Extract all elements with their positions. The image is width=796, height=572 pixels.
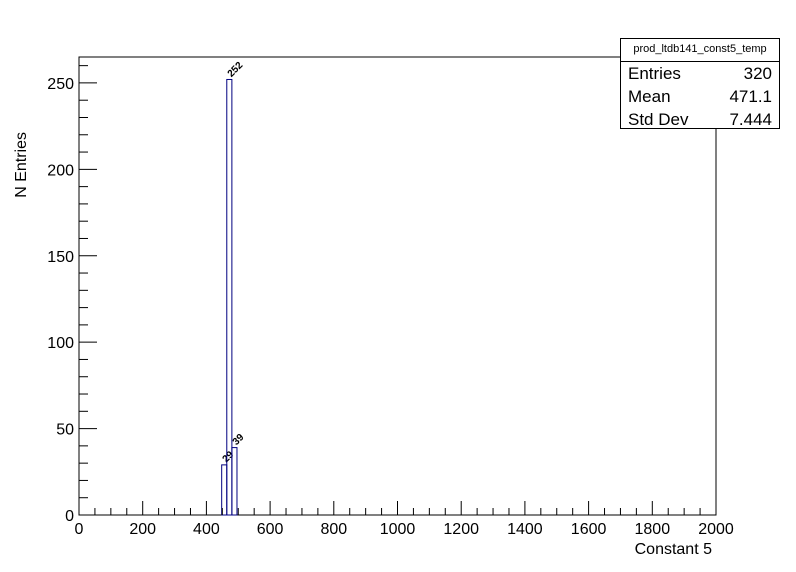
- y-tick-label: 0: [65, 508, 74, 525]
- stats-stddev-label: Std Dev: [628, 110, 689, 129]
- stats-row-stddev: Std Dev 7.444: [621, 108, 779, 131]
- y-tick-label: 150: [47, 249, 74, 266]
- bin-value-label: 29: [221, 449, 237, 465]
- y-tick-label: 50: [56, 422, 74, 439]
- stats-title: prod_ltdb141_const5_temp: [621, 39, 779, 62]
- stats-row-entries: Entries 320: [621, 62, 779, 85]
- y-tick-label: 200: [47, 162, 74, 179]
- x-tick-label: 200: [129, 521, 156, 538]
- x-tick-label: 1400: [507, 521, 543, 538]
- bin-value-label: 39: [231, 432, 247, 448]
- x-tick-label: 0: [75, 521, 84, 538]
- y-tick-label: 100: [47, 335, 74, 352]
- stats-mean-value: 471.1: [729, 87, 772, 106]
- x-tick-label: 1800: [635, 521, 671, 538]
- stats-entries-value: 320: [743, 64, 772, 83]
- x-tick-label: 400: [193, 521, 220, 538]
- stats-entries-label: Entries: [628, 64, 681, 83]
- stats-stddev-value: 7.444: [729, 110, 772, 129]
- x-tick-label: 800: [320, 521, 347, 538]
- x-tick-label: 1000: [380, 521, 416, 538]
- x-axis-label: Constant 5: [635, 541, 712, 558]
- stats-mean-label: Mean: [628, 87, 671, 106]
- bin-value-label: 252: [226, 60, 246, 80]
- histogram-bin: [226, 78, 233, 516]
- y-axis-label: N Entries: [13, 132, 30, 198]
- histogram-bin: [221, 464, 228, 516]
- y-tick-label: 250: [47, 76, 74, 93]
- stats-row-mean: Mean 471.1: [621, 85, 779, 108]
- x-tick-label: 1600: [571, 521, 607, 538]
- stats-box: prod_ltdb141_const5_temp Entries 320 Mea…: [620, 38, 780, 129]
- x-tick-label: 2000: [698, 521, 734, 538]
- x-tick-label: 1200: [443, 521, 479, 538]
- histogram-bin: [231, 447, 238, 516]
- x-tick-label: 600: [257, 521, 284, 538]
